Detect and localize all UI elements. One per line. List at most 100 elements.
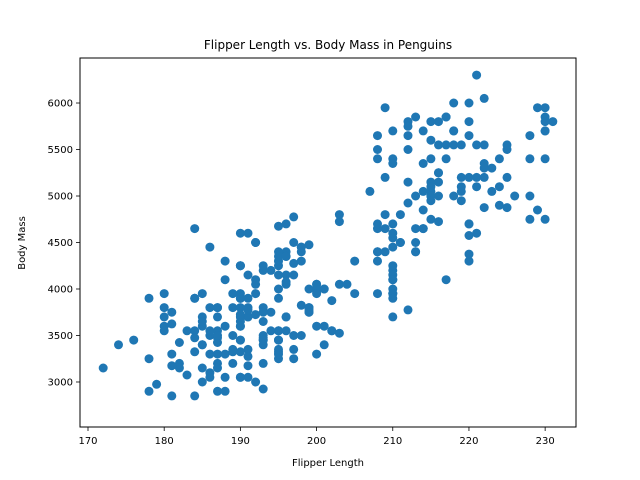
data-point — [174, 338, 184, 347]
data-point — [487, 163, 497, 173]
data-point — [319, 321, 329, 331]
data-point — [441, 275, 451, 285]
data-point — [479, 172, 489, 182]
data-point — [464, 256, 474, 266]
data-point — [525, 131, 535, 141]
data-point — [449, 98, 459, 108]
data-point — [441, 140, 451, 150]
data-point — [213, 331, 222, 340]
data-point — [434, 117, 443, 127]
data-point — [434, 191, 443, 201]
data-point — [380, 247, 390, 257]
data-point — [213, 363, 222, 373]
data-point — [426, 196, 436, 206]
data-point — [334, 217, 344, 227]
data-point — [494, 154, 504, 164]
data-point — [540, 126, 550, 136]
data-point — [327, 296, 337, 306]
data-point — [388, 242, 398, 252]
data-point — [418, 159, 428, 168]
data-point — [426, 154, 436, 164]
data-point — [228, 331, 238, 340]
data-point — [418, 205, 428, 215]
data-point — [197, 363, 207, 373]
data-point — [388, 275, 398, 285]
data-point — [449, 140, 459, 150]
data-point — [281, 312, 291, 322]
data-point — [373, 289, 382, 299]
y-tick-label: 5000 — [48, 192, 73, 203]
data-point — [434, 217, 443, 227]
data-point — [197, 377, 207, 387]
data-point — [205, 303, 215, 313]
data-point — [281, 279, 291, 289]
data-point — [289, 270, 299, 280]
data-point — [205, 372, 215, 382]
data-point — [289, 258, 299, 268]
data-point — [235, 347, 245, 357]
data-point — [304, 284, 314, 294]
data-point — [426, 135, 436, 145]
data-point — [548, 117, 558, 127]
data-point — [220, 321, 230, 331]
data-point — [220, 372, 230, 382]
y-tick-label: 5500 — [48, 145, 73, 156]
data-point — [502, 203, 512, 213]
data-point — [274, 221, 283, 231]
data-point — [258, 307, 268, 317]
data-point — [304, 307, 314, 317]
data-point — [380, 172, 390, 182]
data-point — [144, 386, 154, 396]
data-point — [296, 331, 306, 340]
data-point — [266, 326, 276, 336]
data-point — [235, 310, 245, 320]
data-point — [350, 289, 360, 299]
data-point — [350, 256, 360, 266]
data-point — [479, 93, 489, 103]
data-point — [213, 349, 222, 359]
data-point — [190, 391, 200, 401]
data-point — [334, 210, 344, 220]
data-point — [456, 140, 466, 150]
data-point — [403, 198, 413, 208]
data-point — [494, 182, 504, 192]
data-point — [319, 284, 329, 294]
data-point — [167, 319, 177, 329]
data-point — [373, 154, 382, 164]
data-point — [464, 219, 474, 229]
data-point — [228, 358, 238, 368]
data-point — [243, 270, 253, 280]
data-point — [380, 103, 390, 113]
data-point — [182, 370, 192, 380]
data-point — [266, 307, 276, 317]
data-point — [388, 293, 398, 303]
data-point — [258, 384, 268, 394]
data-point — [373, 131, 382, 141]
data-point — [380, 210, 390, 220]
data-point — [388, 126, 398, 136]
data-point — [525, 191, 535, 201]
data-point — [373, 219, 382, 229]
data-point — [289, 238, 299, 247]
data-point — [494, 200, 504, 210]
data-point — [281, 219, 291, 229]
data-point — [213, 386, 222, 396]
data-point — [251, 289, 261, 299]
data-point — [418, 126, 428, 136]
data-point — [197, 317, 207, 326]
data-point — [258, 358, 268, 368]
data-point — [434, 177, 443, 187]
data-point — [540, 117, 550, 127]
data-point — [525, 214, 535, 224]
data-point — [426, 214, 436, 224]
data-point — [281, 270, 291, 280]
data-point — [373, 256, 382, 266]
data-point — [403, 177, 413, 187]
y-tick-label: 3500 — [48, 331, 73, 342]
data-point — [167, 391, 177, 401]
data-point — [334, 279, 344, 289]
data-point — [403, 145, 413, 154]
data-point — [243, 361, 253, 371]
data-point — [251, 238, 261, 247]
